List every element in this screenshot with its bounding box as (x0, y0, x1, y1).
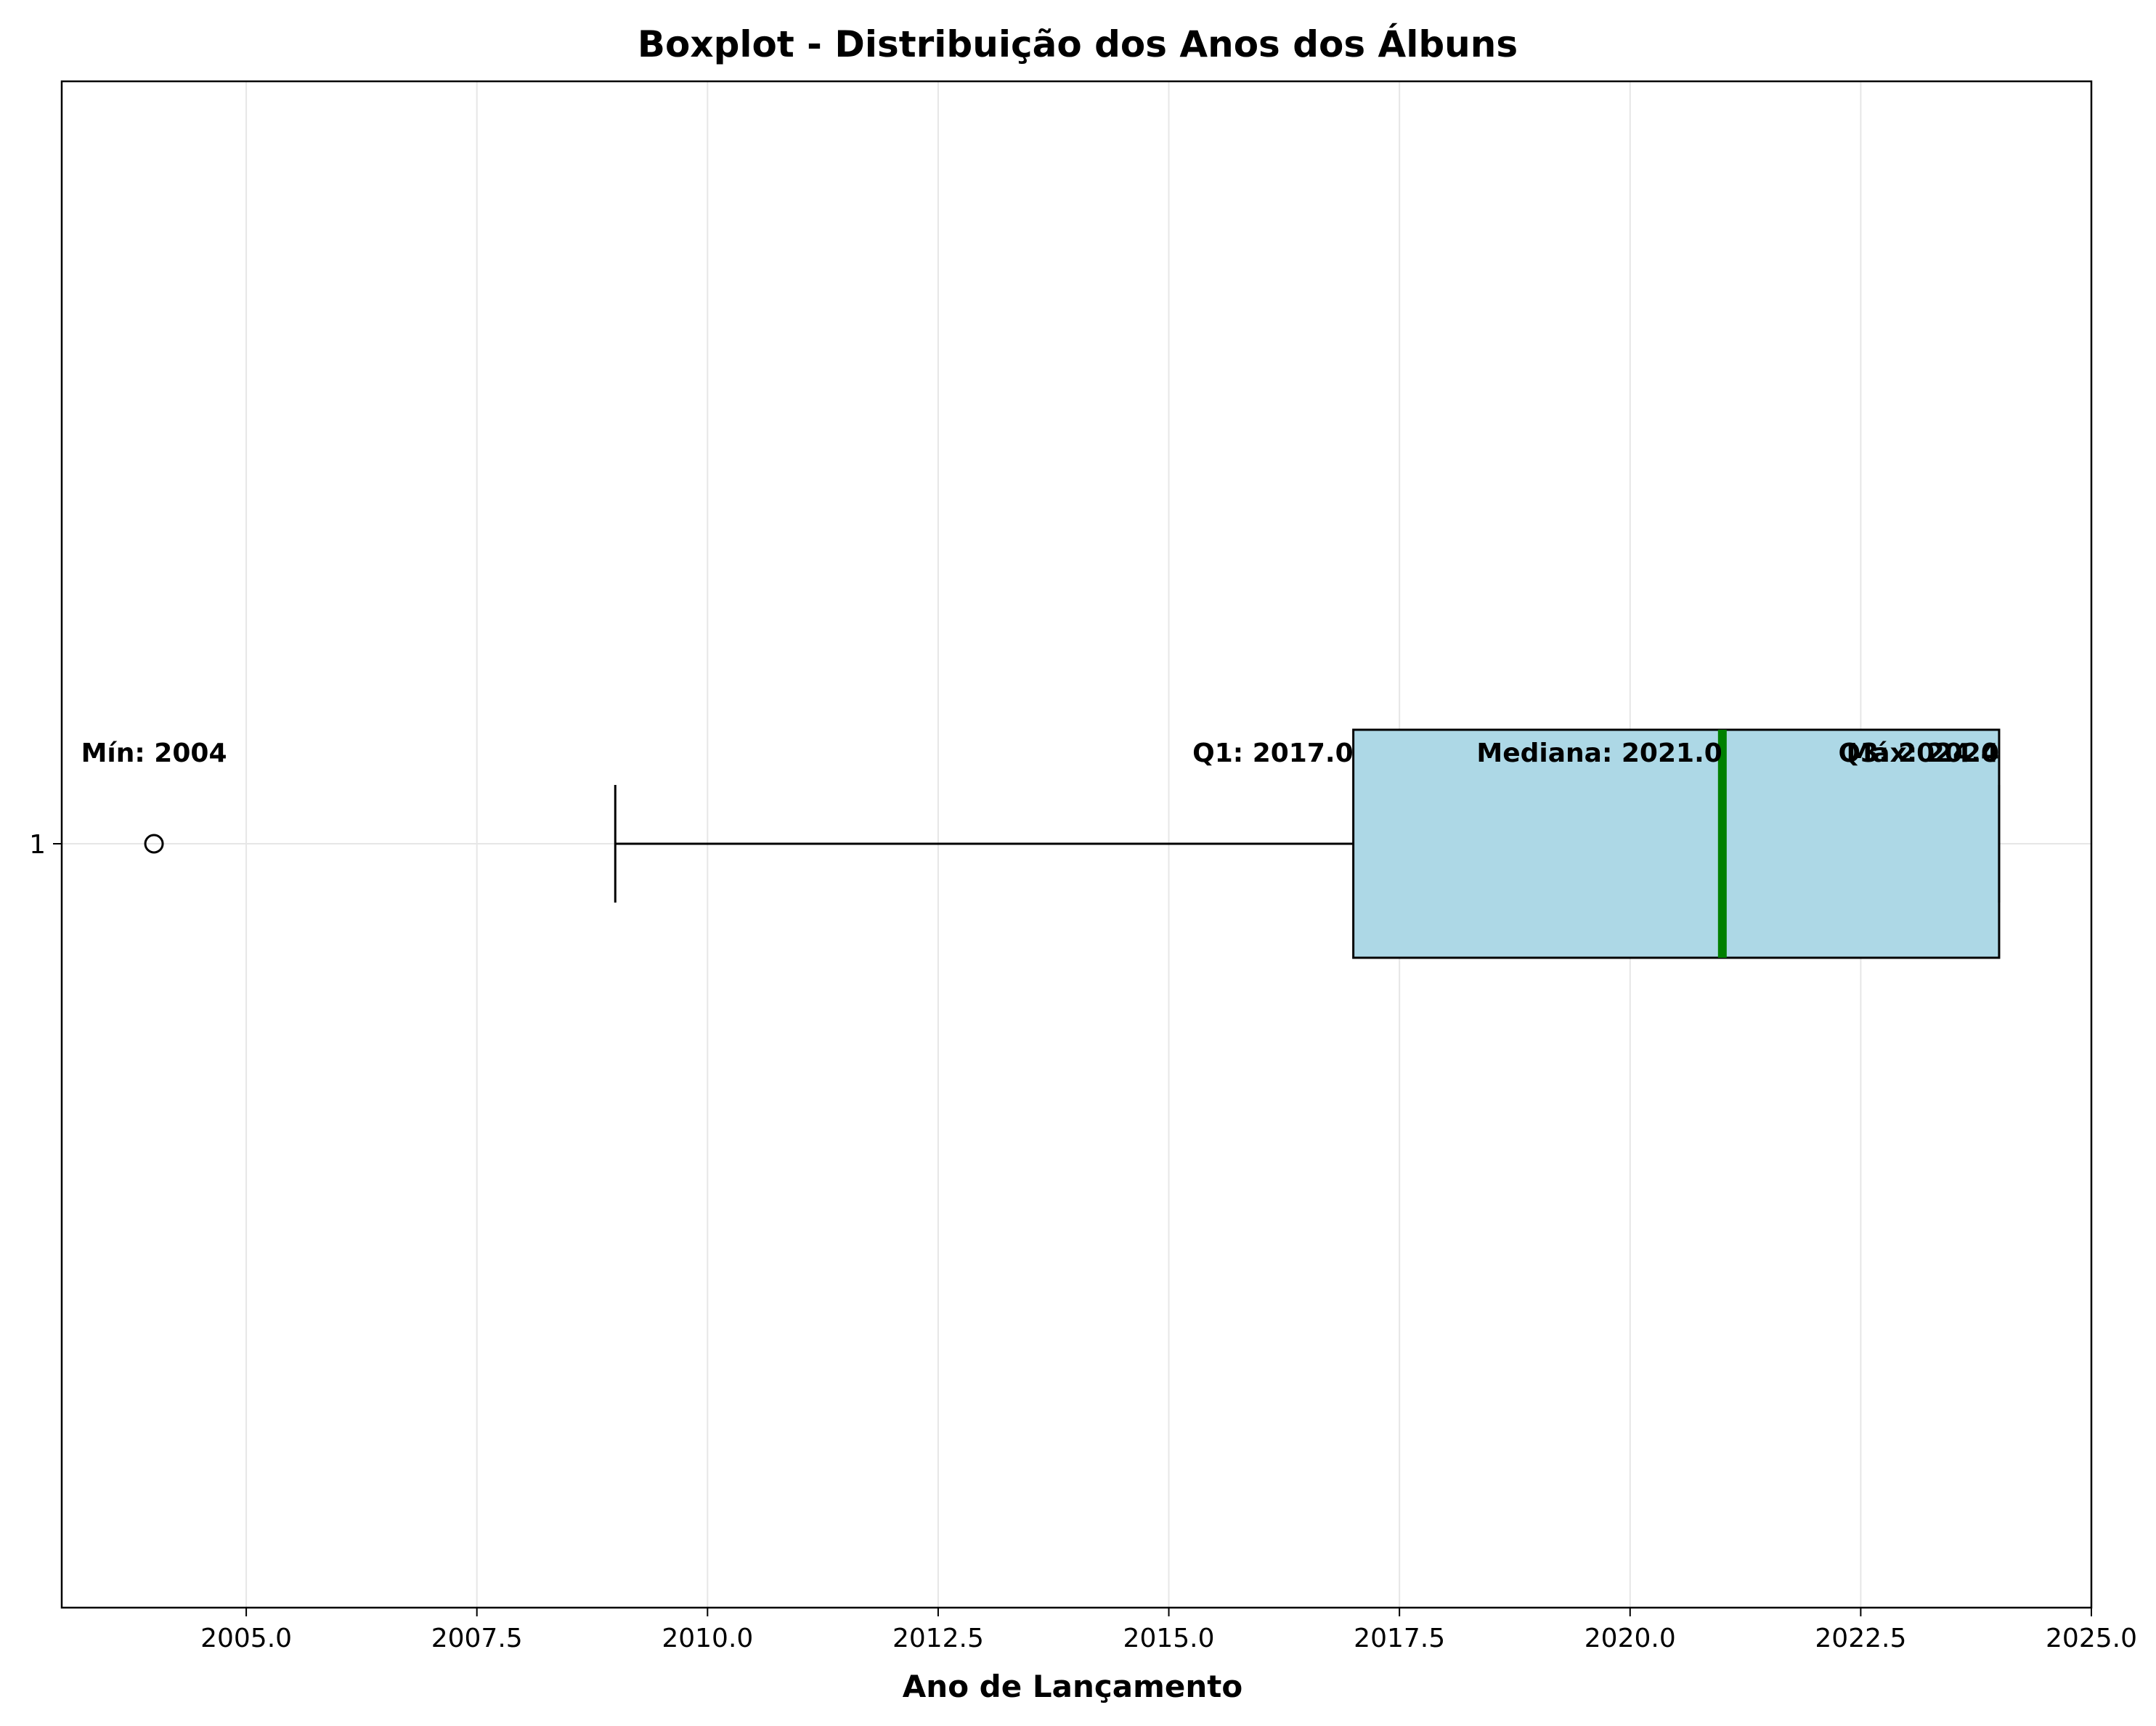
annotation-label: Mediana: 2021.0 (1476, 738, 1722, 768)
annotation-label: Máx: 2024 (1846, 738, 1998, 768)
axis-ticks: 2005.0 2007.5 2010.0 2012.5 2015.0 2017.5 2020… (29, 830, 2137, 1653)
x-tick-label: 2010.0 (662, 1624, 753, 1653)
annotation-label: Q1: 2017.0 (1192, 738, 1354, 768)
chart-title: Boxplot - Distribuição dos Anos dos Álbu… (638, 23, 1518, 65)
x-tick-label: 2005.0 (200, 1624, 292, 1653)
x-tick-label: 2012.5 (892, 1624, 984, 1653)
outlier-point (144, 834, 164, 854)
annotation-label: Mín: 2004 (81, 738, 227, 768)
x-tick-label: 2022.5 (1815, 1624, 1906, 1653)
annotations: Mín: 2004 Q1: 2017.0 Mediana: 2021.0 Q3: 20… (81, 738, 1999, 768)
annotation-label: Q3: 2024.0 (1838, 738, 1999, 768)
x-tick-label: 2007.5 (431, 1624, 523, 1653)
x-axis-label: Ano de Lançamento (903, 1669, 1242, 1704)
interquartile-box (1352, 728, 2001, 959)
box-plot-series (144, 728, 2001, 959)
x-tick-label: 2015.0 (1123, 1624, 1215, 1653)
x-tick-label: 2025.0 (2046, 1624, 2137, 1653)
y-tick-label: 1 (29, 830, 46, 860)
x-tick-label: 2020.0 (1585, 1624, 1676, 1653)
x-tick-label: 2017.5 (1354, 1624, 1445, 1653)
